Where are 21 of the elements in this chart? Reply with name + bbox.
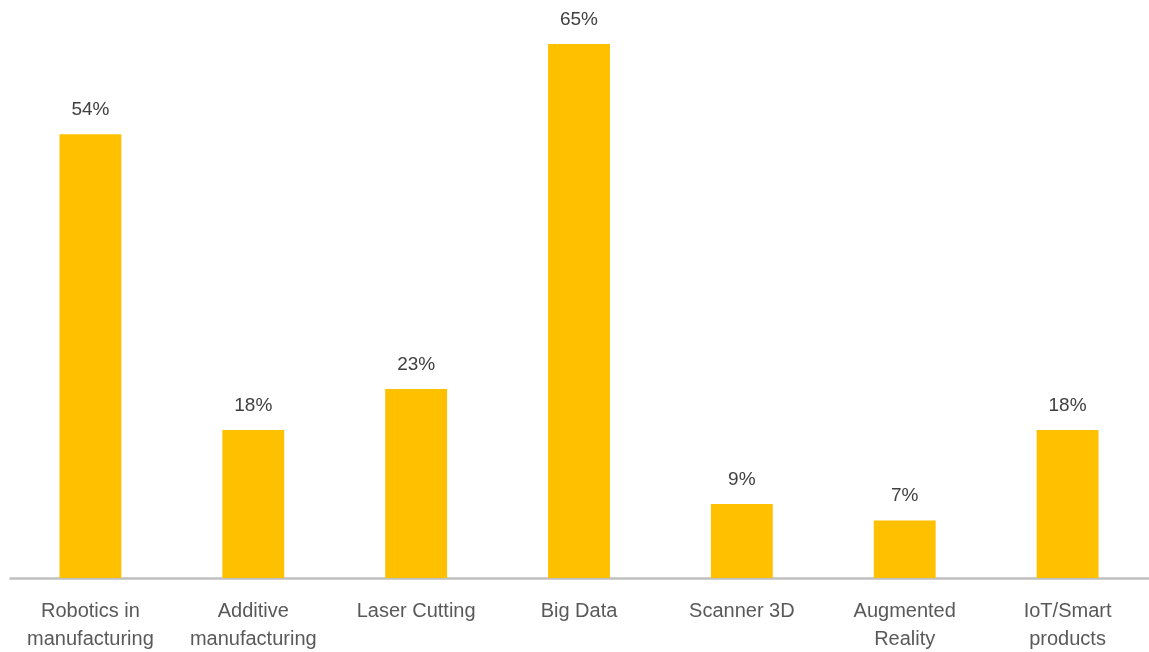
x-tick-label: Laser Cutting bbox=[356, 598, 476, 621]
bar bbox=[385, 389, 448, 578]
bar bbox=[873, 520, 936, 578]
data-label: 18% bbox=[1048, 394, 1087, 416]
bar bbox=[548, 44, 610, 578]
x-tick-label: Big Data bbox=[540, 598, 619, 621]
data-label: 18% bbox=[234, 394, 273, 416]
data-label: 65% bbox=[559, 8, 599, 29]
x-tick-label: Scanner 3D bbox=[689, 598, 795, 621]
data-label: 54% bbox=[71, 98, 110, 120]
data-label: 9% bbox=[728, 468, 756, 490]
data-label: 7% bbox=[890, 484, 919, 506]
bar bbox=[59, 134, 122, 578]
x-tick-label: IoT/Smart products bbox=[1023, 598, 1112, 649]
x-tick-label: Additive manufacturing bbox=[189, 598, 317, 649]
bar bbox=[1036, 430, 1099, 578]
x-tick-label: Augmented Reality bbox=[853, 598, 956, 649]
data-label: 23% bbox=[397, 353, 436, 375]
bar bbox=[710, 504, 773, 578]
x-tick-label: Robotics in manufacturing bbox=[27, 598, 154, 649]
bar bbox=[222, 430, 285, 578]
